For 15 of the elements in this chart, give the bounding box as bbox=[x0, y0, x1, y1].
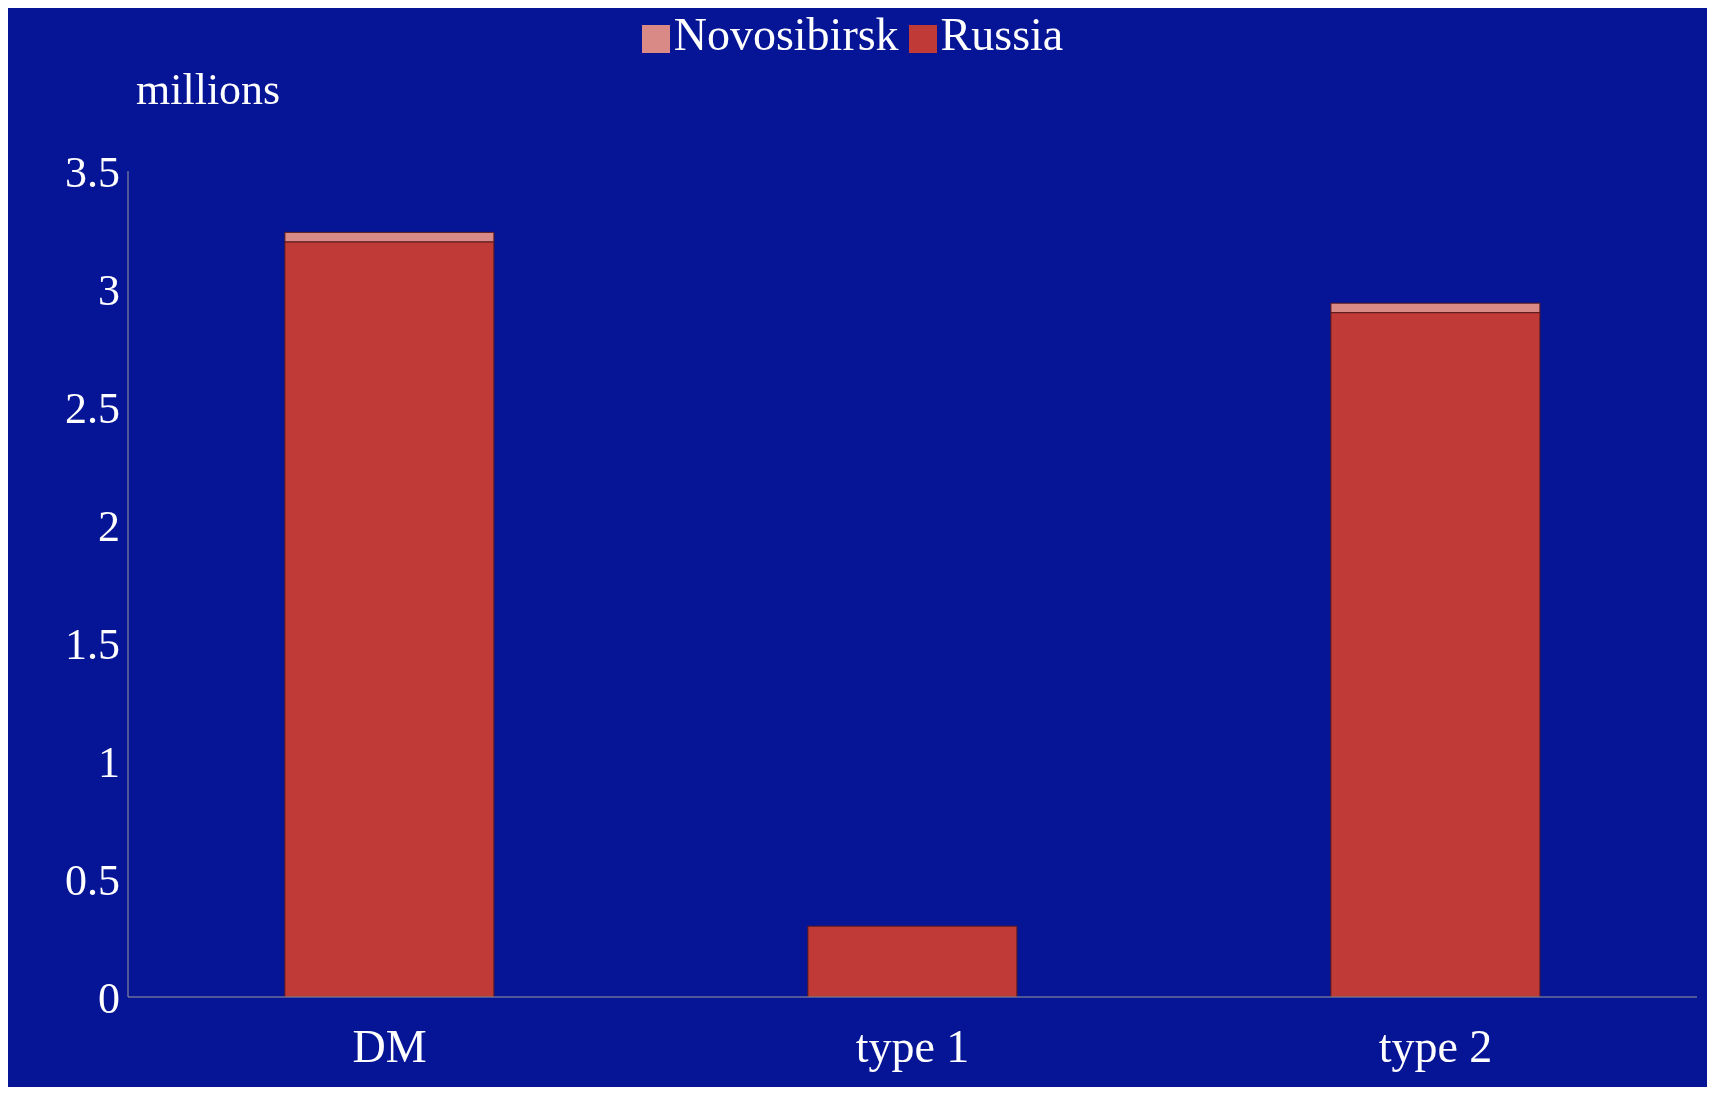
y-tick-label: 2.5 bbox=[65, 383, 120, 433]
bar bbox=[807, 925, 1018, 997]
x-tick-label: type 1 bbox=[855, 1020, 970, 1072]
legend-label: Novosibirsk bbox=[673, 9, 899, 60]
y-tick-label: 1 bbox=[98, 737, 120, 787]
y-axis-title: millions bbox=[136, 64, 281, 115]
y-tick-label: 0 bbox=[98, 973, 120, 1023]
legend-label: Russia bbox=[940, 9, 1064, 60]
y-tick-label: 2 bbox=[98, 501, 120, 551]
x-tick-label: DM bbox=[352, 1020, 427, 1072]
y-tick-label: 3.5 bbox=[65, 147, 120, 197]
x-tick-label: type 2 bbox=[1378, 1020, 1493, 1072]
y-tick-label: 0.5 bbox=[65, 855, 120, 905]
y-tick-label: 3 bbox=[98, 265, 120, 315]
y-tick-label: 1.5 bbox=[65, 619, 120, 669]
